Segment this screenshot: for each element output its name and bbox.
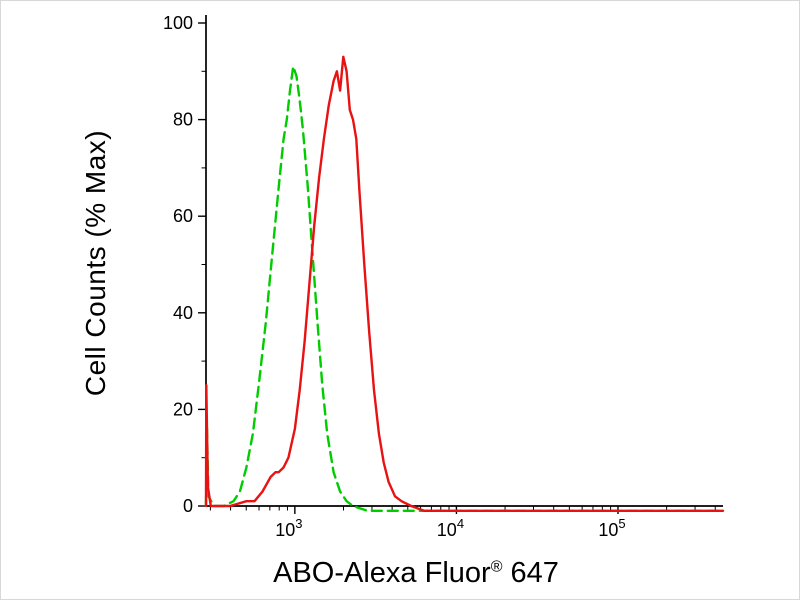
svg-text:80: 80 <box>173 110 193 130</box>
svg-text:104: 104 <box>437 516 464 540</box>
svg-text:105: 105 <box>598 516 625 540</box>
series-abo-antibody-red-solid <box>204 55 725 512</box>
svg-text:40: 40 <box>173 303 193 323</box>
x-axis-label-suffix: 647 <box>502 557 559 589</box>
y-axis-label: Cell Counts (% Max) <box>80 129 111 397</box>
svg-text:60: 60 <box>173 206 193 226</box>
svg-text:100: 100 <box>163 13 193 33</box>
x-axis-label-main: ABO-Alexa Fluor <box>273 557 491 589</box>
svg-text:20: 20 <box>173 399 193 419</box>
x-axis-label: ABO-Alexa Fluor® 647 <box>273 557 559 590</box>
svg-text:103: 103 <box>275 516 302 540</box>
registered-trademark-symbol: ® <box>490 558 503 576</box>
svg-text:0: 0 <box>183 496 193 516</box>
series-control-green-dashed <box>204 65 725 512</box>
